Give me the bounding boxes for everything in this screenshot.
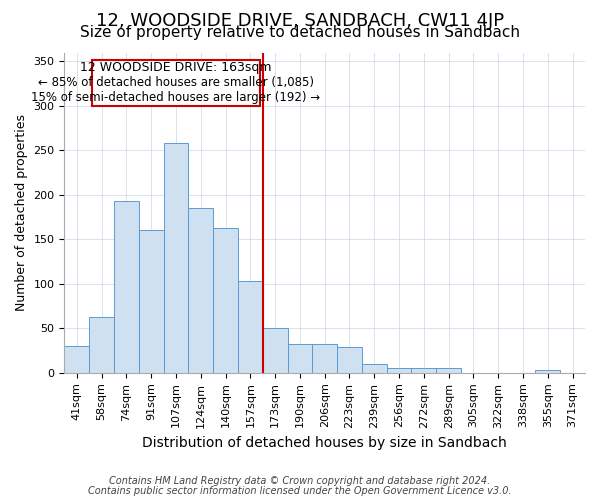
Bar <box>386 368 412 373</box>
Bar <box>337 347 362 373</box>
Bar <box>436 368 461 373</box>
Bar <box>164 144 188 373</box>
Bar <box>89 317 114 373</box>
Text: Contains public sector information licensed under the Open Government Licence v3: Contains public sector information licen… <box>88 486 512 496</box>
Bar <box>139 230 164 373</box>
X-axis label: Distribution of detached houses by size in Sandbach: Distribution of detached houses by size … <box>142 436 507 450</box>
Text: 15% of semi-detached houses are larger (192) →: 15% of semi-detached houses are larger (… <box>31 91 320 104</box>
Bar <box>535 370 560 373</box>
Bar <box>64 346 89 373</box>
Bar <box>114 201 139 373</box>
Text: 12, WOODSIDE DRIVE, SANDBACH, CW11 4JP: 12, WOODSIDE DRIVE, SANDBACH, CW11 4JP <box>96 12 504 30</box>
Bar <box>213 228 238 373</box>
Text: 12 WOODSIDE DRIVE: 163sqm: 12 WOODSIDE DRIVE: 163sqm <box>80 62 272 74</box>
Bar <box>362 364 386 373</box>
Bar <box>412 368 436 373</box>
Text: Size of property relative to detached houses in Sandbach: Size of property relative to detached ho… <box>80 25 520 40</box>
Bar <box>263 328 287 373</box>
Text: ← 85% of detached houses are smaller (1,085): ← 85% of detached houses are smaller (1,… <box>38 76 314 90</box>
Bar <box>238 281 263 373</box>
Text: Contains HM Land Registry data © Crown copyright and database right 2024.: Contains HM Land Registry data © Crown c… <box>109 476 491 486</box>
Bar <box>287 344 313 373</box>
Bar <box>313 344 337 373</box>
Y-axis label: Number of detached properties: Number of detached properties <box>15 114 28 311</box>
Bar <box>188 208 213 373</box>
